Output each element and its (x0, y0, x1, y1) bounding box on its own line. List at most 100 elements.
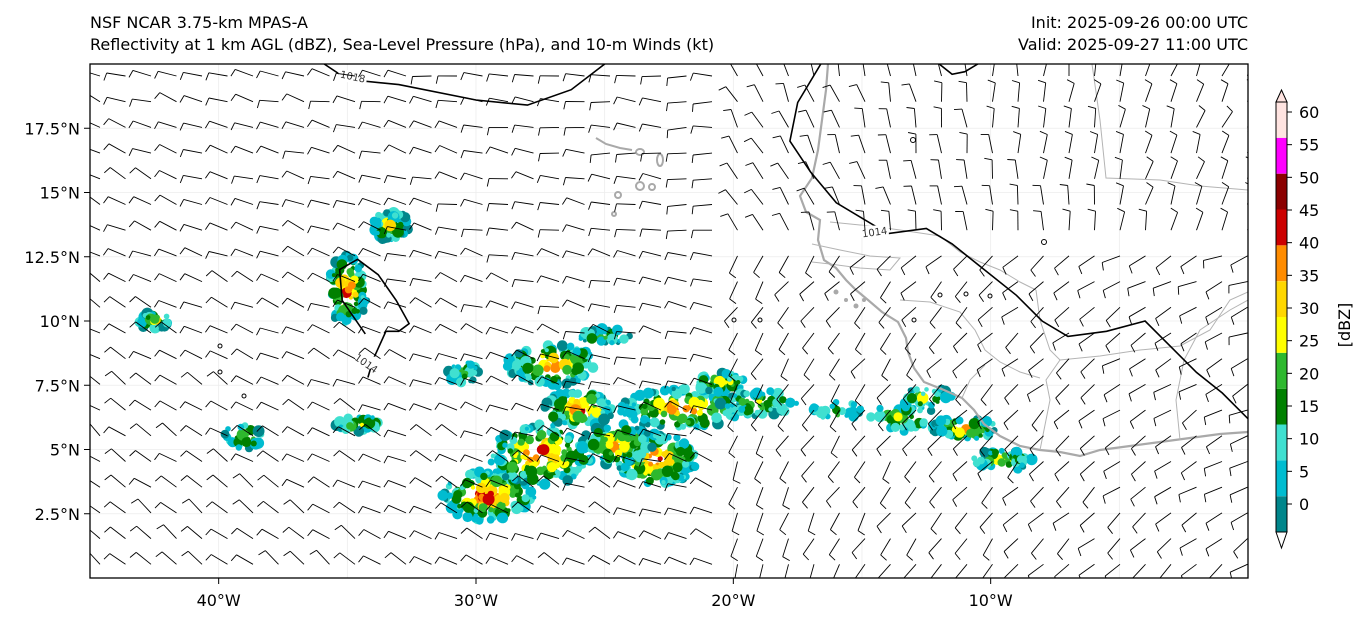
wind-barb-flag (129, 423, 137, 429)
wind-barb-flag (1195, 207, 1204, 213)
wind-barb-shaft (1229, 486, 1248, 496)
wind-barb-flag (80, 550, 87, 554)
wind-barb-flag (562, 299, 568, 307)
wind-barb-flag (486, 254, 490, 263)
wind-barb-shaft (1203, 255, 1223, 261)
echo-cell (661, 465, 674, 477)
wind-barb-flag (1029, 473, 1034, 482)
wind-barb-shaft (90, 94, 101, 103)
wind-barb-flag (613, 305, 618, 314)
isobar-line (338, 258, 411, 378)
wind-barb-shaft (828, 538, 840, 555)
wind-barb-shaft (1196, 110, 1206, 128)
wind-barb-shaft (1119, 64, 1123, 77)
wind-barb-shaft (159, 194, 177, 205)
wind-barb-shaft (183, 149, 203, 154)
wind-barb-shaft (90, 505, 101, 514)
wind-barb-flag (281, 71, 286, 80)
wind-barb-flag (903, 579, 908, 585)
wind-barb-flag (434, 251, 440, 259)
wind-barb-flag (720, 60, 728, 63)
wind-barb-shaft (643, 401, 662, 411)
wind-barb-shaft (618, 555, 636, 565)
wind-barb-shaft (566, 557, 585, 565)
wind-barb-flag (1089, 131, 1098, 135)
wind-barb-shaft (695, 477, 713, 488)
wind-barb-flag (384, 278, 388, 287)
echo-cell (955, 416, 964, 425)
wind-barb-flag (955, 579, 960, 585)
wind-barb-flag (928, 475, 935, 483)
wind-barb-flag (460, 150, 465, 159)
wind-barb-flag (750, 373, 757, 380)
echo-cell (743, 390, 750, 398)
wind-barb-shaft (565, 177, 585, 180)
lat-tick-label: 2.5°N (35, 505, 80, 524)
wind-barb-shaft (1080, 384, 1095, 399)
wind-barb-shaft (463, 228, 483, 231)
echo-cell (354, 264, 363, 273)
wind-barb-flag (830, 452, 838, 459)
wind-barb-flag (1132, 526, 1138, 534)
wind-barb-shaft (904, 486, 917, 503)
wind-barb-shaft (466, 501, 483, 514)
wind-barb-flag (562, 504, 568, 512)
wind-barb-shaft (1027, 563, 1044, 576)
wind-barb-flag (1066, 79, 1075, 84)
wind-barb-flag (256, 226, 261, 234)
wind-barb-shaft (489, 227, 509, 231)
wind-barb-flag (953, 185, 963, 188)
wind-barb-flag (1178, 494, 1181, 503)
wind-barb-flag (1192, 130, 1201, 135)
wind-barb-shaft (1196, 134, 1201, 154)
wind-barb-flag (770, 162, 778, 167)
echo-cell (369, 216, 379, 226)
wind-barb-flag (1007, 477, 1014, 484)
wind-barb-flag (1004, 449, 1010, 457)
colorbar-tick-label: 20 (1299, 364, 1319, 383)
echo-cell (250, 440, 257, 447)
wind-barb-flag (1114, 156, 1123, 161)
wind-barb-flag (1031, 552, 1037, 560)
wind-barb-flag (926, 370, 931, 379)
wind-barb-flag (827, 347, 834, 355)
wind-barb-shaft (911, 185, 917, 205)
wind-barb-flag (383, 505, 389, 513)
wind-barb-shaft (980, 384, 993, 400)
wind-barb-flag (855, 349, 862, 356)
wind-barb-shaft (902, 435, 917, 450)
wind-barb-flag (774, 58, 782, 59)
title-left: NSF NCAR 3.75-km MPAS-A Reflectivity at … (90, 12, 714, 56)
wind-barb-shaft (642, 123, 662, 128)
echo-cell (466, 360, 475, 369)
wind-barb-flag (1027, 524, 1033, 532)
wind-barb-flag (155, 551, 163, 558)
wind-barb-shaft (616, 356, 636, 360)
wind-barb-shaft (337, 274, 356, 283)
colorbar-bin (1276, 209, 1287, 246)
wind-barb-shaft (262, 425, 279, 437)
wind-barb-flag (900, 267, 906, 276)
wind-barb-flag (1131, 448, 1136, 456)
wind-barb-shaft (186, 450, 203, 462)
wind-barb-shaft (415, 450, 432, 462)
wind-barb-shaft (516, 221, 534, 231)
wind-barb-flag (256, 273, 262, 281)
wind-barb-flag (1128, 265, 1133, 274)
wind-barb-flag (485, 146, 491, 154)
wind-barb-shaft (313, 347, 330, 360)
wind-barb-shaft (212, 474, 228, 488)
wind-barb-flag (587, 381, 592, 390)
wind-barb-flag (511, 501, 519, 508)
wind-barb-shaft (801, 461, 815, 477)
wind-barb-flag (754, 478, 762, 484)
wind-barb-flag (205, 144, 211, 152)
wind-barb-flag (638, 303, 643, 311)
wind-barb-flag (829, 426, 837, 433)
echo-cell (598, 413, 610, 426)
wind-barb-flag (383, 326, 389, 334)
wind-barb-flag (782, 556, 790, 561)
wind-barb-flag (1205, 291, 1210, 300)
wind-barb-shaft (158, 121, 177, 128)
wind-barb-flag (878, 322, 885, 329)
